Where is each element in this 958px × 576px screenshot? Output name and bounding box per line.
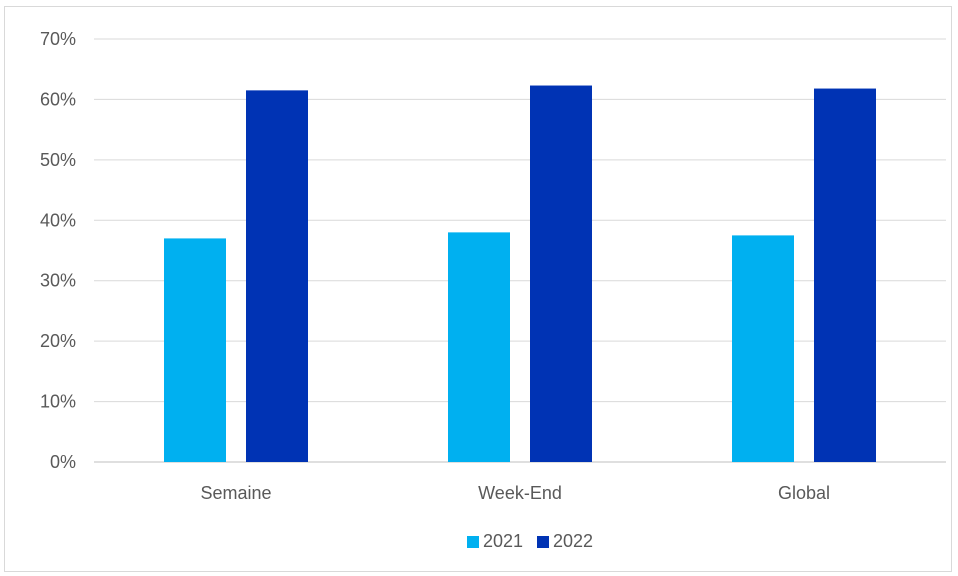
y-tick-label: 70% bbox=[40, 29, 76, 49]
legend-swatch-2021 bbox=[467, 536, 479, 548]
legend-label-2022: 2022 bbox=[553, 531, 593, 551]
gridlines bbox=[94, 38, 946, 463]
legend-swatch-2022 bbox=[537, 536, 549, 548]
x-tick-label: Global bbox=[778, 483, 830, 503]
y-axis: 0% 10% 20% 30% 40% 50% 60% 70% bbox=[40, 29, 76, 472]
y-tick-label: 40% bbox=[40, 210, 76, 230]
y-tick-label: 20% bbox=[40, 331, 76, 351]
y-tick-label: 30% bbox=[40, 271, 76, 291]
y-tick-label: 10% bbox=[40, 392, 76, 412]
y-tick-label: 60% bbox=[40, 89, 76, 109]
bar-2021-global bbox=[732, 235, 794, 462]
y-tick-label: 0% bbox=[50, 452, 76, 472]
bar-2021-semaine bbox=[164, 238, 226, 462]
legend-label-2021: 2021 bbox=[483, 531, 523, 551]
bar-2022-week-end bbox=[530, 85, 592, 462]
bar-2022-global bbox=[814, 88, 876, 463]
x-tick-label: Week-End bbox=[478, 483, 562, 503]
bars bbox=[164, 85, 876, 463]
x-axis: Semaine Week-End Global bbox=[200, 483, 830, 503]
bar-2021-week-end bbox=[448, 232, 510, 462]
bar-2022-semaine bbox=[246, 90, 308, 462]
y-tick-label: 50% bbox=[40, 150, 76, 170]
legend: 2021 2022 bbox=[467, 531, 593, 551]
x-tick-label: Semaine bbox=[200, 483, 271, 503]
